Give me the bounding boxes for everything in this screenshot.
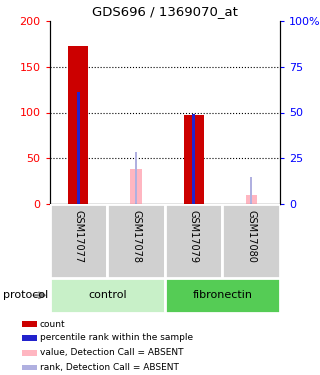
Bar bbox=[107, 204, 165, 278]
Text: fibronectin: fibronectin bbox=[192, 290, 252, 300]
Bar bbox=[22, 321, 37, 327]
Bar bbox=[22, 365, 37, 370]
Text: GSM17080: GSM17080 bbox=[246, 210, 256, 263]
Bar bbox=[50, 204, 107, 278]
Bar bbox=[246, 195, 257, 204]
Text: value, Detection Call = ABSENT: value, Detection Call = ABSENT bbox=[40, 348, 183, 357]
Bar bbox=[22, 335, 37, 340]
Bar bbox=[131, 170, 141, 204]
Bar bbox=[250, 177, 252, 204]
Bar bbox=[77, 92, 80, 204]
Bar bbox=[50, 278, 165, 313]
Text: control: control bbox=[88, 290, 126, 300]
Bar bbox=[165, 204, 222, 278]
Bar bbox=[68, 46, 88, 204]
Text: GSM17077: GSM17077 bbox=[73, 210, 84, 263]
Bar bbox=[192, 114, 195, 204]
Bar bbox=[165, 278, 280, 313]
Bar bbox=[135, 152, 137, 204]
Bar bbox=[222, 204, 280, 278]
Text: GSM17079: GSM17079 bbox=[188, 210, 199, 263]
Bar bbox=[184, 115, 204, 204]
Title: GDS696 / 1369070_at: GDS696 / 1369070_at bbox=[92, 5, 238, 18]
Bar bbox=[22, 350, 37, 355]
Text: rank, Detection Call = ABSENT: rank, Detection Call = ABSENT bbox=[40, 363, 179, 372]
Text: count: count bbox=[40, 320, 66, 329]
Text: percentile rank within the sample: percentile rank within the sample bbox=[40, 333, 193, 342]
Text: GSM17078: GSM17078 bbox=[131, 210, 141, 263]
Text: protocol: protocol bbox=[3, 290, 48, 300]
